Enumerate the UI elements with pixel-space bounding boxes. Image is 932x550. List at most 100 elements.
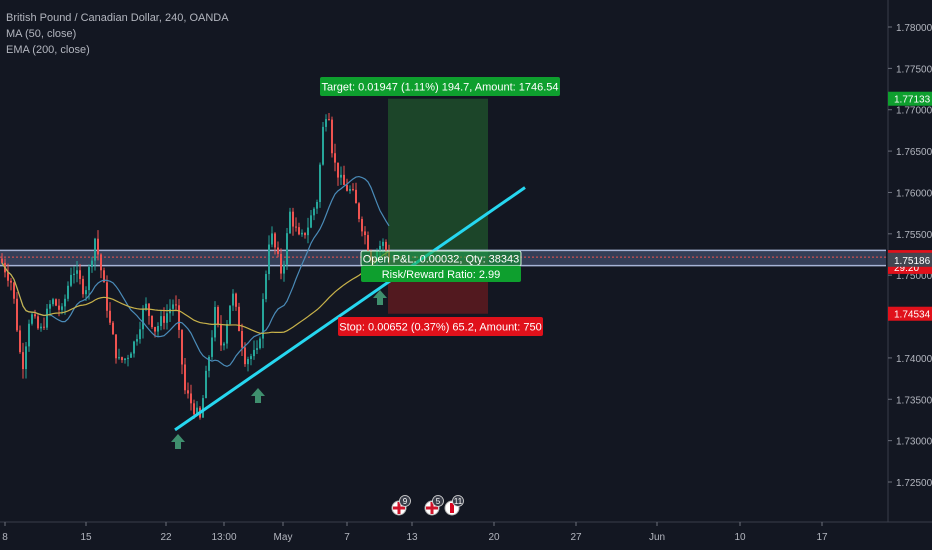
- uk-flag-icon-v: [430, 502, 434, 514]
- candle-body: [241, 331, 243, 348]
- candle-body: [103, 270, 105, 283]
- candle-body: [247, 359, 249, 365]
- candle-body: [64, 298, 66, 307]
- target-zone: [388, 98, 488, 260]
- candle-body: [16, 298, 18, 331]
- candle-body: [145, 303, 147, 309]
- candle-body: [229, 305, 231, 324]
- candle-body: [202, 398, 204, 418]
- candle-body: [310, 215, 312, 228]
- candle-body: [94, 238, 96, 261]
- price-badge: 1.77133: [888, 91, 932, 106]
- trendline[interactable]: [174, 186, 526, 432]
- event-icon-1[interactable]: 9: [391, 495, 411, 516]
- ema-legend: EMA (200, close): [6, 44, 90, 56]
- time-tick-label: 20: [488, 532, 500, 543]
- price-badge-text: 1.77133: [894, 95, 931, 106]
- candle-body: [178, 305, 180, 330]
- candle-body: [262, 299, 264, 339]
- candle-body: [355, 189, 357, 204]
- candle-body: [97, 238, 99, 255]
- price-tick-label: 1.77500: [896, 64, 932, 75]
- event-count-badge: [452, 495, 464, 507]
- candle-body: [277, 247, 279, 254]
- candle-body: [352, 189, 354, 191]
- price-badge-text: 1.74534: [894, 310, 931, 321]
- candle-body: [235, 293, 237, 307]
- open-pnl-label[interactable]: Open P&L: 0.00032, Qty: 38343: [360, 250, 522, 267]
- risk-reward-label[interactable]: Risk/Reward Ratio: 2.99: [361, 266, 521, 282]
- ma-50-line[interactable]: [1, 175, 390, 368]
- candle-body: [361, 218, 363, 232]
- candle-body: [19, 330, 21, 353]
- candle-body: [298, 227, 300, 235]
- candle-body: [130, 353, 132, 358]
- candle-body: [253, 349, 255, 357]
- candle-body: [283, 264, 285, 274]
- candle-body: [349, 189, 351, 191]
- candle-body: [196, 407, 198, 415]
- candle-body: [43, 326, 45, 328]
- annotations-layer: Target: 0.01947 (1.11%) 194.7, Amount: 1…: [171, 77, 560, 516]
- ema-200-line[interactable]: [1, 250, 390, 334]
- candle-body: [154, 327, 156, 332]
- candle-body: [301, 232, 303, 235]
- candle-body: [334, 153, 336, 163]
- candle-body: [319, 164, 321, 203]
- candle-body: [217, 307, 219, 324]
- risk-reward-label-text: Risk/Reward Ratio: 2.99: [382, 269, 501, 281]
- candle-body: [37, 316, 39, 329]
- chart-legend: British Pound / Canadian Dollar, 240, OA…: [6, 10, 229, 58]
- candle-body: [124, 358, 126, 361]
- candle-body: [127, 357, 129, 359]
- event-icon-3[interactable]: 11: [444, 495, 464, 516]
- event-count-badge: [432, 495, 444, 507]
- candle-body: [232, 293, 234, 306]
- candle-body: [337, 162, 339, 178]
- candle-body: [100, 254, 102, 271]
- candle-body: [343, 174, 345, 185]
- candle-body: [13, 282, 15, 299]
- candle-body: [133, 341, 135, 354]
- candle-body: [79, 270, 81, 279]
- time-tick-label: 8: [2, 532, 8, 543]
- ca-flag-icon: [450, 503, 454, 513]
- price-tick-label: 1.75500: [896, 230, 932, 241]
- candle-body: [160, 316, 162, 327]
- candle-body: [55, 299, 57, 306]
- price-badge-text: 1.75186: [894, 256, 931, 267]
- price-badge: 1.75186: [888, 252, 932, 267]
- price-tick-label: 1.75000: [896, 271, 932, 282]
- target-label[interactable]: Target: 0.01947 (1.11%) 194.7, Amount: 1…: [320, 77, 560, 96]
- candle-body: [223, 343, 225, 346]
- candle-body: [268, 244, 270, 275]
- candle-body: [331, 119, 333, 154]
- candle-body: [379, 245, 381, 252]
- time-tick-label: 27: [570, 532, 582, 543]
- price-tick-label: 1.73000: [896, 437, 932, 448]
- candle-body: [190, 393, 192, 404]
- price-tick-label: 1.72500: [896, 478, 932, 489]
- support-arrow-3[interactable]: [373, 290, 387, 305]
- candle-body: [274, 233, 276, 248]
- ma-legend: MA (50, close): [6, 28, 77, 40]
- candle-body: [289, 211, 291, 234]
- event-count: 9: [403, 497, 408, 506]
- stop-label[interactable]: Stop: 0.00652 (0.37%) 65.2, Amount: 750: [338, 317, 543, 336]
- candle-body: [163, 316, 165, 323]
- support-arrow-2[interactable]: [251, 388, 265, 403]
- candle-body: [172, 304, 174, 309]
- candle-body: [157, 326, 159, 332]
- candle-body: [313, 208, 315, 216]
- event-icon-2[interactable]: 5: [424, 495, 444, 516]
- candle-body: [214, 307, 216, 338]
- candle-body: [139, 329, 141, 340]
- candle-body: [85, 290, 87, 295]
- candle-body: [187, 390, 189, 394]
- candle-body: [292, 211, 294, 227]
- candle-body: [346, 184, 348, 191]
- support-arrow-1[interactable]: [171, 434, 185, 449]
- event-count: 11: [454, 497, 463, 506]
